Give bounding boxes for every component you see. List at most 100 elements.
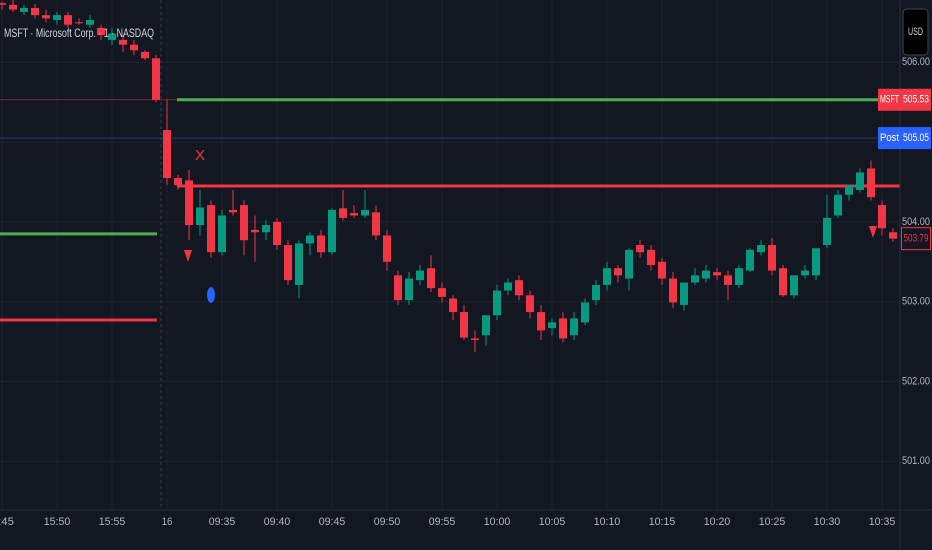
candle-body [658,261,666,279]
x-tick-label: 09:35 [209,516,236,528]
candle-body [9,4,17,10]
candle-body [383,235,391,262]
candle-body [559,318,567,339]
candle-body [86,19,94,25]
x-tick-label: 10:10 [594,516,621,528]
candle-body [372,212,380,236]
candle-body [647,249,655,265]
candle-body [504,282,512,291]
x-tick-label: 09:40 [264,516,291,528]
x-tick-label: 10:00 [484,516,511,528]
candle-body [163,130,171,178]
y-tick-label: 506.00 [902,56,930,68]
price-tag-name-box [878,88,901,111]
candle-body [438,288,446,297]
x-tick-label: 09:55 [429,516,456,528]
candle-body [515,280,523,296]
candle-body [669,278,677,303]
candle-body [493,290,501,316]
candle-body [823,217,831,246]
candle-body [130,44,138,51]
last-price-label: 503.79 [904,233,929,245]
x-tick-label: 15:55 [99,516,126,528]
x-tick-label: :45 [0,516,14,528]
candle-body [537,312,545,331]
candle-body [405,278,413,301]
candle-body [713,272,721,276]
candle-body [42,15,50,19]
candle-body [691,275,699,283]
price-tag-name: Post [880,132,899,144]
x-tick-label: 10:20 [704,516,731,528]
candles [0,0,897,352]
x-tick-label: 10:25 [759,516,786,528]
currency-label[interactable]: USD [908,26,923,38]
candle-body [229,209,237,213]
currency-button[interactable] [902,8,929,56]
candle-body [526,295,534,313]
candle-body [680,282,688,305]
candle-body [603,268,611,285]
price-tag-box [901,127,931,150]
x-tick-label: 15:50 [44,516,71,528]
candle-body [361,209,369,216]
candle-body [350,213,358,216]
signal-dot [207,287,215,303]
candle-body [0,3,6,5]
candle-body [218,215,226,253]
signal-arrow [184,250,192,262]
candle-body [119,39,127,45]
candle-body [548,322,556,329]
candle-body [306,235,314,244]
price-tag-box [901,88,931,111]
candle-body [394,275,402,301]
x-tick-label: 10:35 [869,516,896,528]
candle-body [460,312,468,338]
signals: X [184,147,877,303]
candle-body [482,315,490,336]
candle-body [636,245,644,253]
candle-body [834,194,842,216]
symbol-title: MSFT · Microsoft Corp. · 1 · NASDAQ [4,26,154,40]
candle-body [328,209,336,253]
price-tag-name-box [878,127,901,150]
candle-body [240,205,248,241]
candle-body [141,51,149,59]
candle-body [284,245,292,281]
x-tick-label: 10:15 [649,516,676,528]
candle-body [427,268,435,289]
signal-x: X [195,147,205,164]
candle-body [339,208,347,218]
x-tick-label: 09:50 [374,516,401,528]
x-tick-label: 16 [162,516,173,528]
candle-body [108,33,116,40]
y-tick-label: 503.00 [902,296,930,308]
candle-body [31,7,39,16]
y-tick-label: 502.00 [902,375,930,387]
y-tick-label: 504.00 [902,216,930,228]
candle-body [812,248,820,276]
candle-body [64,15,72,25]
candle-body [471,338,479,340]
price-tag-label: 505.53 [903,94,929,106]
y-tick-label: 501.00 [902,455,930,467]
candle-body [735,268,743,285]
last-price-box [901,227,931,251]
candle-body [724,275,732,285]
axis-labels: 501.00502.00503.00504.00505.00506.00:451… [0,56,931,528]
candle-body [185,180,193,226]
candle-body [416,270,424,281]
x-tick-label: 09:45 [319,516,346,528]
signal-arrow [869,226,877,238]
candle-body [53,15,61,20]
price-axis [900,0,932,510]
candle-body [702,270,710,279]
candle-body [592,284,600,301]
candle-body [449,298,457,313]
candle-body [20,7,28,12]
candle-body [625,249,633,279]
candle-body [97,27,105,36]
candle-body [251,229,259,233]
